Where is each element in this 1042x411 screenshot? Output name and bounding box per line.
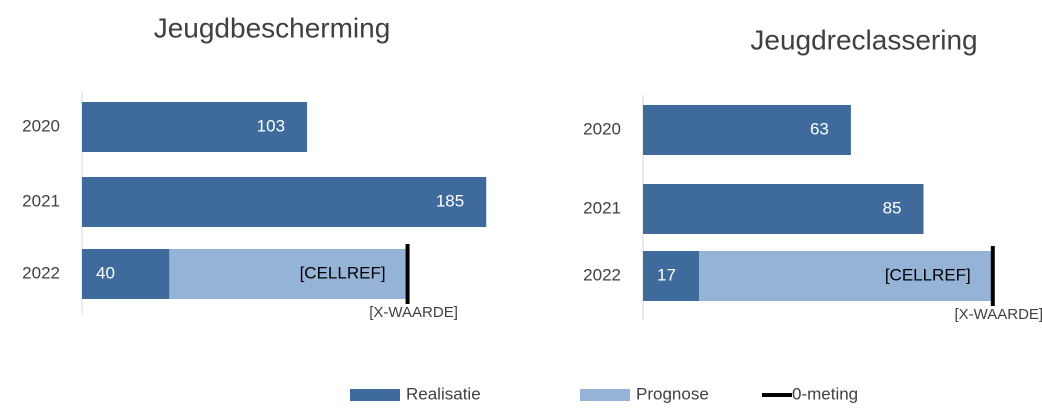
bar-segment [82, 249, 170, 299]
bar-segment [643, 251, 700, 301]
bar-segment [82, 177, 487, 227]
category-label: 2022 [22, 263, 60, 282]
legend-label: Realisatie [406, 384, 481, 403]
category-label: 2020 [583, 119, 621, 138]
chart-title: Jeugdbescherming [154, 12, 391, 43]
data-label: 63 [810, 119, 829, 138]
bar-segment [699, 251, 993, 301]
legend-label: Prognose [636, 384, 709, 403]
legend-label: 0-meting [792, 384, 858, 403]
legend-swatch [350, 389, 400, 401]
data-label: [CELLREF] [885, 265, 971, 284]
data-label: 40 [96, 263, 115, 282]
category-label: 2022 [583, 265, 621, 284]
bar-segment [643, 184, 924, 234]
category-label: 2021 [583, 198, 621, 217]
bar-segment [643, 105, 851, 155]
marker-label: [X-WAARDE] [369, 304, 458, 321]
chart-title: Jeugdreclassering [750, 24, 977, 55]
bar-segment [169, 249, 408, 299]
category-label: 2021 [22, 191, 60, 210]
data-label: 17 [657, 265, 676, 284]
marker-label: [X-WAARDE] [954, 306, 1042, 323]
legend-swatch [580, 389, 630, 401]
data-label: 103 [257, 116, 285, 135]
data-label: [CELLREF] [300, 263, 386, 282]
data-label: 185 [436, 191, 464, 210]
category-label: 2020 [22, 116, 60, 135]
bar-segment [82, 102, 308, 152]
data-label: 85 [883, 198, 902, 217]
